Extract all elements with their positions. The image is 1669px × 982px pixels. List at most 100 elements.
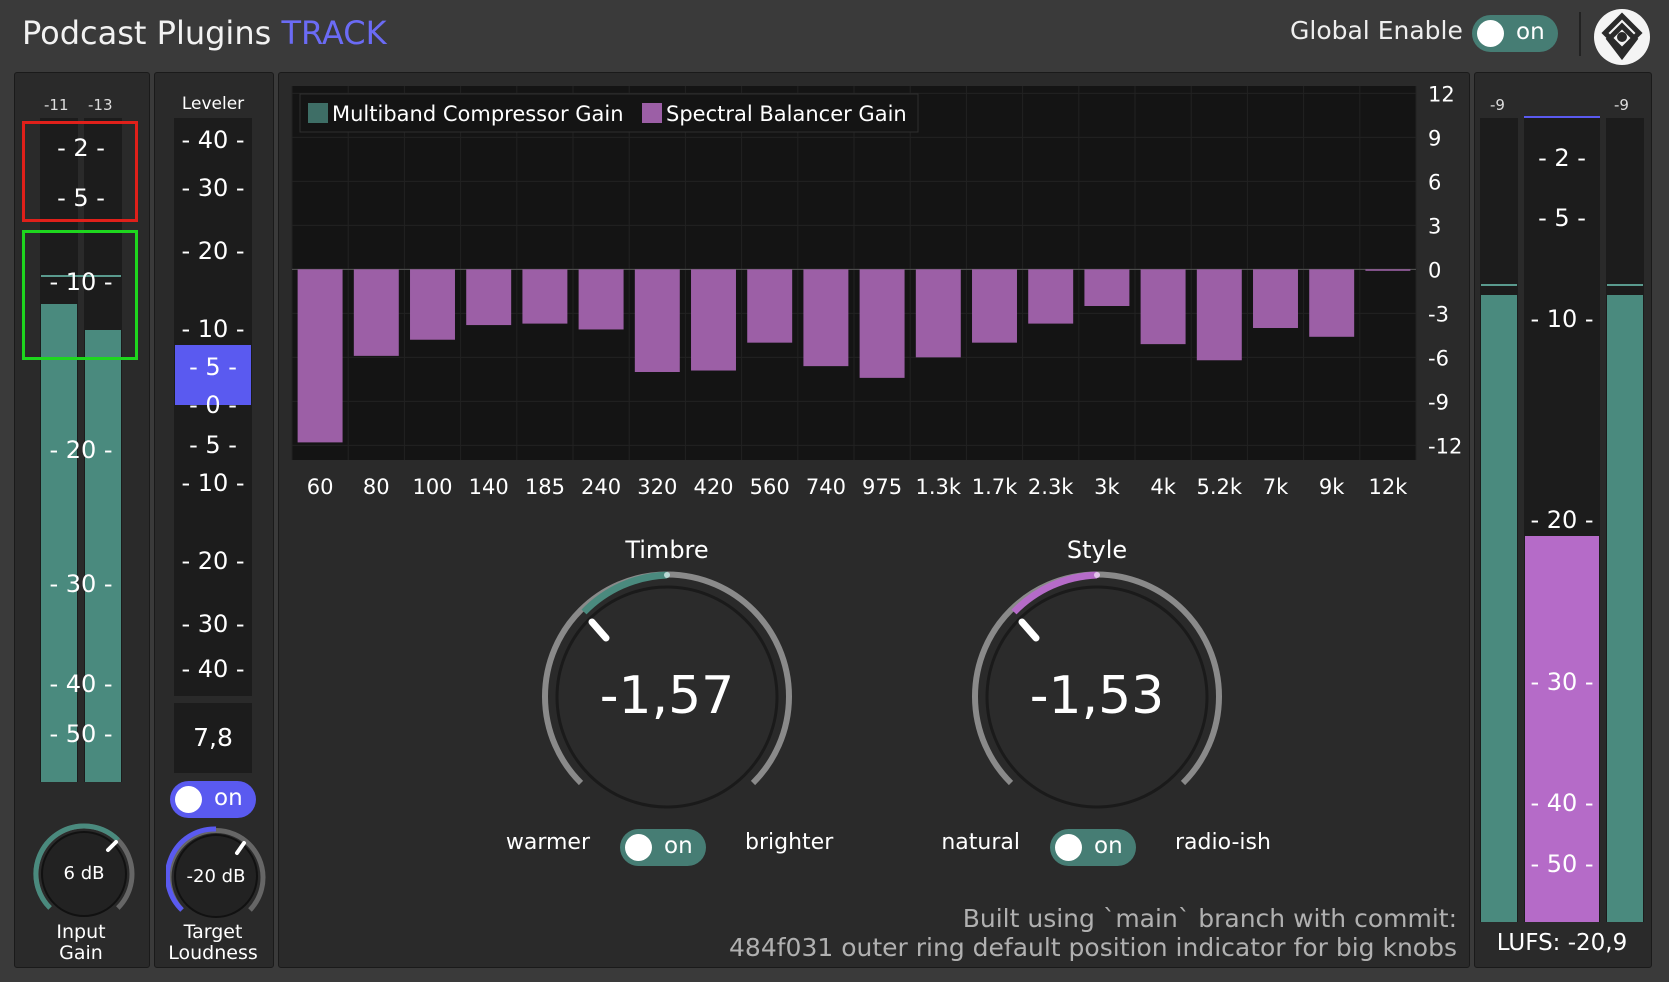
chart-x-tick: 7k (1263, 475, 1289, 499)
chart-x-tick: 100 (412, 475, 452, 499)
leveler-title: Leveler (181, 94, 245, 114)
style-left-label: natural (941, 830, 1020, 855)
chart-x-tick: 420 (693, 475, 733, 499)
chart-bar-balancer-11 (915, 269, 961, 358)
chart-y-tick: 0 (1428, 258, 1441, 282)
output-scale-10: - 10 - (1530, 305, 1594, 333)
chart-x-tick: 240 (581, 475, 621, 499)
input-gain-label-1: Input (56, 921, 106, 943)
chart-x-tick: 1.7k (972, 475, 1018, 499)
legend-swatch-1 (642, 103, 662, 123)
style-title: Style (1066, 536, 1128, 564)
toggle-knob (1055, 834, 1082, 861)
input-gain-knob[interactable]: 6 dB (32, 822, 136, 926)
legend-swatch-0 (308, 103, 328, 123)
toggle-knob (175, 786, 202, 813)
chart-x-tick: 2.3k (1028, 475, 1074, 499)
input-peak-hold-line (41, 275, 121, 277)
input-scale-10: - 10 - (49, 268, 113, 296)
leveler-scale-10: - 40 - (181, 655, 245, 683)
target-loudness-value: -20 dB (186, 866, 246, 887)
leveler-scale-3: - 10 - (181, 315, 245, 343)
input-meter-left-fill (41, 304, 77, 782)
leveler-scale-7: - 10 - (181, 469, 245, 497)
target-loudness-knob[interactable]: -20 dB (164, 826, 266, 926)
chart-bar-balancer-6 (634, 269, 680, 372)
leveler-toggle[interactable]: on (170, 781, 256, 818)
chart-y-tick: -6 (1428, 346, 1449, 370)
build-info-line-2: 484f031 outer ring default position indi… (729, 933, 1457, 962)
output-meter-left-fill (1481, 295, 1517, 922)
style-knob[interactable]: -1,53 (968, 568, 1226, 826)
chart-x-tick: 185 (525, 475, 565, 499)
input-scale-40: - 40 - (49, 670, 113, 698)
style-value: -1,53 (1029, 666, 1165, 726)
input-peak-left: -11 (44, 96, 69, 114)
timbre-left-label: warmer (505, 830, 590, 855)
chart-bar-balancer-15 (1140, 269, 1186, 345)
toggle-knob (1477, 20, 1504, 47)
leveler-scale-1: - 30 - (181, 174, 245, 202)
input-gain-value: 6 dB (63, 863, 105, 884)
leveler-scale-2: - 20 - (181, 237, 245, 265)
output-scale-5: - 5 - (1538, 204, 1586, 232)
title-main: Podcast Plugins (22, 14, 282, 52)
chart-x-tick: 140 (469, 475, 509, 499)
chart-y-tick: -3 (1428, 302, 1449, 326)
timbre-knob[interactable]: -1,57 (538, 568, 796, 826)
chart-bar-balancer-18 (1309, 269, 1355, 337)
loudness-target-line (1524, 116, 1600, 118)
style-right-label: radio-ish (1175, 830, 1271, 855)
legend-label-0: Multiband Compressor Gain (332, 102, 624, 126)
toggle-state: on (214, 785, 243, 811)
chart-bar-balancer-2 (410, 269, 455, 340)
leveler-scale-5: - 0 - (189, 391, 237, 419)
input-scale-30: - 30 - (49, 570, 113, 598)
loudness-meter-fill (1525, 536, 1599, 922)
chart-bar-balancer-17 (1253, 269, 1298, 328)
chart-bar-balancer-13 (1028, 269, 1074, 324)
header-divider (1579, 12, 1581, 56)
timbre-toggle[interactable]: on (620, 829, 706, 866)
toggle-state: on (1516, 19, 1545, 45)
leveler-scale-6: - 5 - (189, 431, 237, 459)
chart-legend (299, 93, 919, 133)
timbre-right-label: brighter (745, 830, 834, 855)
style-toggle[interactable]: on (1050, 829, 1136, 866)
green-bracket (22, 230, 138, 360)
global-enable-toggle[interactable]: on (1472, 15, 1558, 52)
chart-x-tick: 4k (1150, 475, 1176, 499)
toggle-knob (625, 834, 652, 861)
toggle-state: on (1094, 833, 1123, 859)
output-peak-hold-right (1607, 284, 1643, 286)
gain-chart: 12 9 6 3 0 -3 -6 -9 -12 60 80 100 140 185 240 320 420 560… (291, 82, 1462, 499)
lufs-readout: LUFS: -20,9 (1496, 930, 1628, 956)
input-scale-5: - 5 - (57, 184, 105, 212)
input-gain-label-2: Gain (59, 942, 103, 964)
output-peak-hold-left (1481, 284, 1517, 286)
chart-bar-balancer-10 (859, 269, 905, 378)
title-accent: TRACK (281, 14, 387, 52)
leveler-meter (174, 118, 252, 696)
chart-x-tick: 9k (1319, 475, 1345, 499)
chart-y-tick: 12 (1428, 82, 1455, 106)
chart-x-tick: 740 (806, 475, 846, 499)
input-scale-50: - 50 - (49, 720, 113, 748)
chart-bar-balancer-4 (522, 269, 568, 324)
chart-y-tick: 6 (1428, 170, 1441, 194)
chart-bar-balancer-3 (466, 269, 512, 326)
leveler-gain-fill (175, 345, 251, 405)
chart-bar-balancer-0 (297, 269, 343, 443)
output-scale-40: - 40 - (1530, 789, 1594, 817)
timbre-title: Timbre (625, 536, 709, 564)
input-peak-right: -13 (88, 96, 113, 114)
input-meter-right-fill (85, 330, 121, 782)
chart-x-tick: 60 (307, 475, 334, 499)
podcast-plugins-logo-icon[interactable] (1593, 8, 1651, 66)
chart-bar-balancer-12 (972, 269, 1017, 343)
output-meter-right-fill (1607, 295, 1643, 922)
chart-x-tick: 80 (363, 475, 390, 499)
chart-bar-balancer-8 (747, 269, 793, 343)
input-scale-2: - 2 - (57, 134, 105, 162)
output-scale-50: - 50 - (1530, 850, 1594, 878)
